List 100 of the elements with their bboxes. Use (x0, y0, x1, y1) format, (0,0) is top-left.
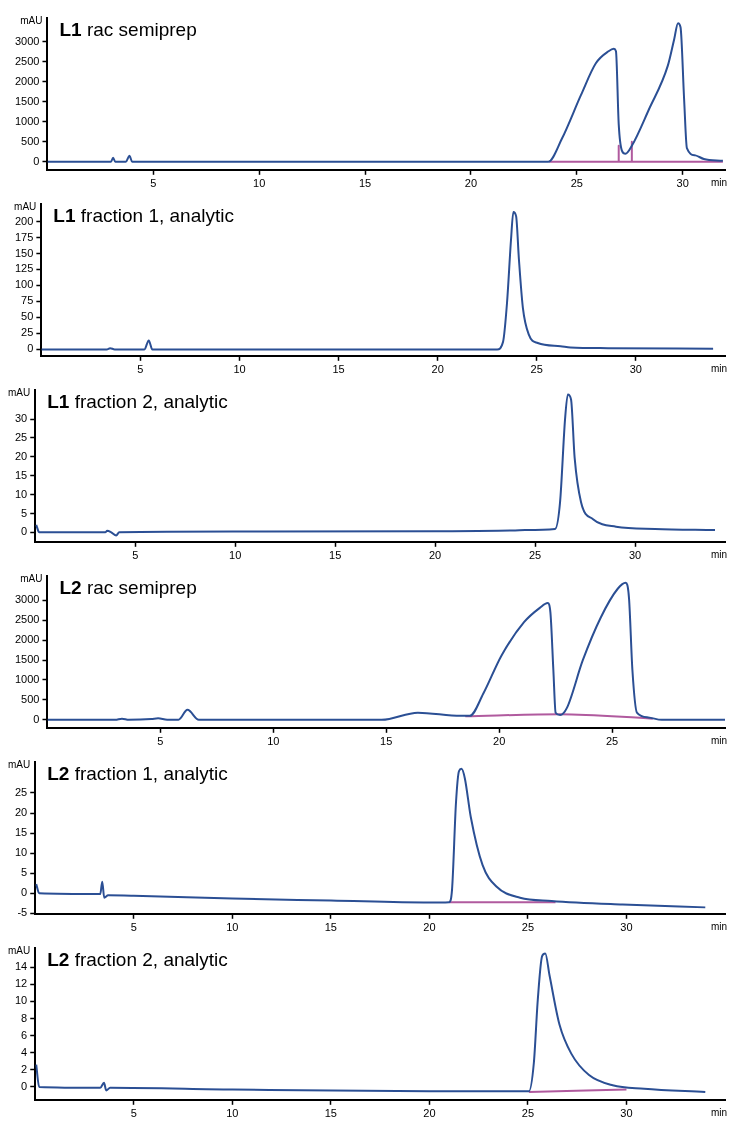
y-axis-title: mAU (8, 759, 31, 771)
y-tick-label: 150 (14, 246, 34, 259)
x-tick-label: 5 (150, 177, 157, 190)
x-tick-label: 15 (324, 1107, 337, 1120)
y-tick-label: 0 (27, 342, 34, 355)
x-tick-label: 10 (233, 363, 246, 376)
x-tick-label: 10 (226, 921, 239, 934)
y-tick-label: 10 (14, 487, 28, 500)
x-axis-title: min (710, 920, 727, 932)
chart-title: L1 fraction 2, analytic (47, 390, 228, 412)
y-tick-label: 12 (14, 977, 28, 990)
x-tick-label: 15 (380, 735, 393, 748)
y-axis-title: mAU (14, 201, 37, 213)
y-tick-label: 2000 (14, 74, 40, 87)
x-tick-label: 10 (229, 549, 242, 562)
y-tick-label: 125 (14, 262, 34, 275)
y-tick-label: 14 (14, 960, 28, 973)
y-axis-title: mAU (20, 573, 43, 585)
y-tick-label: 0 (21, 525, 28, 538)
y-tick-label: 30 (14, 412, 28, 425)
line-series (41, 210, 715, 351)
x-tick-label: 20 (464, 177, 478, 190)
y-tick-label: 10 (14, 846, 28, 859)
y-tick-label: 1000 (14, 673, 40, 686)
chart-title: L2 fraction 2, analytic (47, 948, 228, 970)
y-tick-label: 2500 (14, 54, 40, 67)
y-tick-label: 6 (21, 1028, 28, 1041)
y-axis-title: mAU (8, 945, 31, 957)
x-tick-label: 15 (329, 549, 342, 562)
x-tick-label: 25 (521, 921, 535, 934)
y-axis-title: mAU (20, 15, 43, 27)
line-series (47, 22, 724, 163)
y-tick-label: 2 (21, 1062, 28, 1075)
x-tick-label: 20 (423, 1107, 436, 1120)
y-tick-label: 5 (21, 866, 28, 879)
x-tick-label: 20 (428, 549, 442, 562)
x-tick-label: 25 (605, 735, 619, 748)
y-tick-label: 15 (14, 468, 28, 481)
x-tick-label: 30 (628, 549, 642, 562)
line-series (35, 767, 707, 909)
x-tick-label: 25 (570, 177, 583, 190)
x-tick-label: 25 (530, 363, 543, 376)
y-tick-label: 0 (33, 154, 40, 167)
y-tick-label: 25 (21, 326, 34, 339)
x-tick-label: 15 (332, 363, 345, 376)
y-tick-label: 100 (14, 278, 34, 291)
x-tick-label: 20 (423, 921, 436, 934)
chart-title: L2 rac semiprep (59, 576, 197, 598)
line-series (47, 581, 725, 721)
x-tick-label: 30 (620, 1107, 633, 1120)
x-tick-label: 10 (226, 1107, 239, 1120)
y-tick-label: 3000 (14, 34, 40, 47)
x-tick-label: 15 (324, 921, 337, 934)
y-tick-label: 20 (14, 449, 28, 462)
y-tick-label: 3000 (14, 593, 40, 606)
x-axis-title: min (710, 176, 727, 188)
x-tick-label: 20 (431, 363, 444, 376)
y-tick-label: -5 (17, 906, 28, 919)
y-tick-label: 0 (21, 1080, 28, 1093)
y-tick-label: 200 (14, 214, 34, 227)
y-tick-label: 500 (21, 134, 40, 147)
y-axis-title: mAU (8, 387, 31, 399)
y-tick-label: 75 (21, 294, 34, 307)
x-tick-label: 10 (253, 177, 266, 190)
x-tick-label: 30 (676, 177, 689, 190)
y-tick-label: 175 (14, 230, 34, 243)
x-tick-label: 30 (620, 921, 633, 934)
x-axis-title: min (710, 1106, 727, 1118)
x-tick-label: 10 (267, 735, 280, 748)
x-tick-label: 5 (130, 1107, 137, 1120)
chart-title: L2 fraction 1, analytic (47, 762, 228, 784)
chart-title: L1 rac semiprep (59, 18, 197, 40)
x-tick-label: 5 (157, 735, 164, 748)
y-tick-label: 25 (14, 785, 28, 798)
y-tick-label: 1000 (14, 114, 40, 127)
x-tick-label: 20 (493, 735, 506, 748)
y-tick-label: 2500 (14, 613, 40, 626)
x-tick-label: 25 (521, 1107, 535, 1120)
y-tick-label: 15 (14, 826, 28, 839)
y-tick-label: 2000 (14, 633, 40, 646)
line-series (35, 393, 716, 537)
y-tick-label: 1500 (14, 94, 40, 107)
y-tick-label: 0 (21, 886, 28, 899)
y-tick-label: 10 (14, 994, 28, 1007)
x-axis-title: min (710, 734, 727, 746)
y-tick-label: 25 (14, 430, 28, 443)
y-tick-label: 1500 (14, 653, 40, 666)
x-axis-title: min (710, 362, 727, 374)
y-tick-label: 20 (14, 806, 28, 819)
x-tick-label: 15 (358, 177, 372, 190)
x-tick-label: 5 (130, 921, 137, 934)
y-tick-label: 0 (33, 712, 40, 725)
x-axis-title: min (710, 548, 727, 560)
y-tick-label: 4 (21, 1045, 28, 1058)
x-tick-label: 30 (629, 363, 642, 376)
y-tick-label: 5 (21, 506, 28, 519)
x-tick-label: 25 (528, 549, 542, 562)
line-series (35, 952, 707, 1094)
chart-title: L1 fraction 1, analytic (53, 204, 234, 226)
x-tick-label: 5 (137, 363, 144, 376)
